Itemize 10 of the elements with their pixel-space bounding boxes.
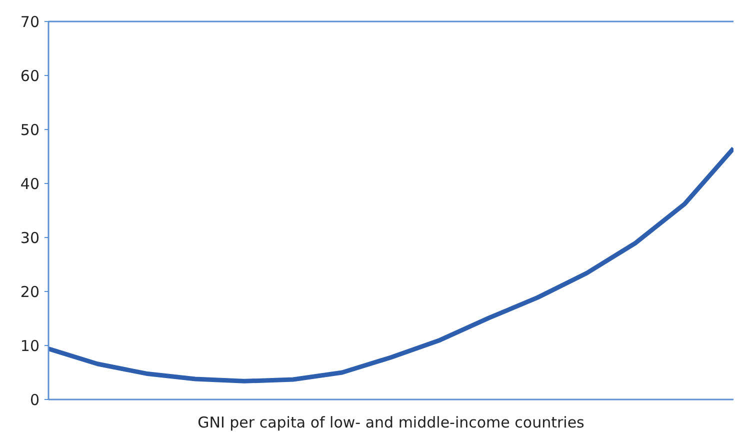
y-tick-label: 40: [20, 175, 40, 193]
y-tick-label: 20: [20, 283, 40, 301]
y-tick-label: 70: [20, 13, 40, 31]
y-tick-label: 30: [20, 229, 40, 247]
y-tick-label: 50: [20, 121, 40, 139]
y-tick-label: 60: [20, 67, 40, 85]
y-tick-label: 10: [20, 337, 40, 355]
line-series: [48, 146, 734, 384]
x-axis-title: GNI per capita of low- and middle-income countries: [198, 414, 585, 432]
y-tick-label: 0: [30, 391, 40, 409]
